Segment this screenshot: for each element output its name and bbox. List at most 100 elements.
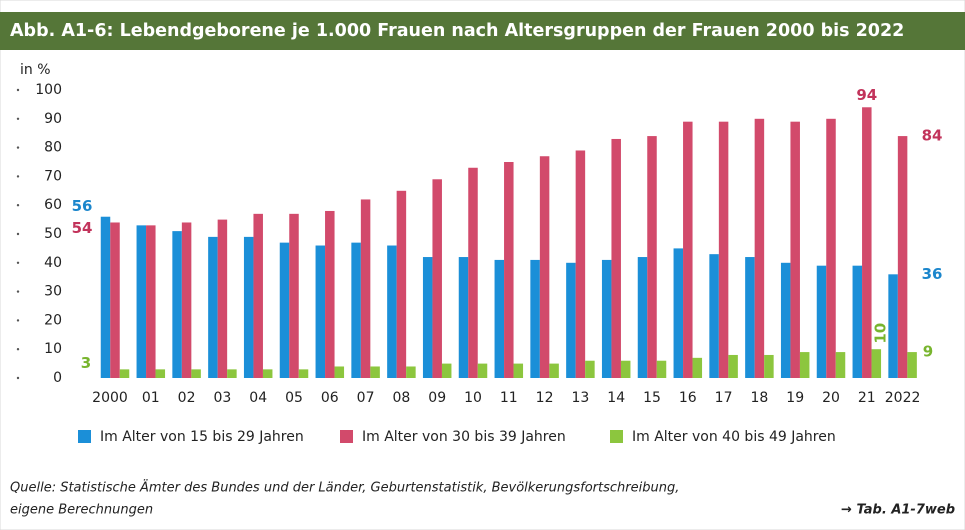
x-tick-label: 2022 — [885, 390, 921, 406]
bar — [360, 199, 371, 378]
bar — [279, 242, 290, 378]
x-tick-label: 13 — [571, 390, 589, 406]
title-bar — [0, 12, 965, 50]
x-tick-label: 17 — [715, 390, 733, 406]
x-tick-label: 16 — [679, 390, 697, 406]
bar — [709, 254, 719, 378]
legend-swatch — [610, 430, 623, 443]
y-tick-label: 50 — [44, 226, 62, 242]
bar — [888, 274, 898, 378]
x-tick-label: 10 — [464, 390, 482, 406]
bar — [728, 354, 738, 378]
x-tick-label: 19 — [786, 390, 804, 406]
tick-mark — [16, 290, 20, 293]
bar — [315, 245, 326, 378]
x-tick-label: 11 — [500, 390, 518, 406]
bar — [172, 231, 182, 378]
legend-label: Im Alter von 15 bis 29 Jahren — [100, 429, 304, 445]
tick-mark — [16, 348, 20, 351]
bar — [764, 354, 774, 378]
bar — [647, 136, 657, 378]
bar — [513, 363, 524, 378]
bar — [146, 225, 156, 378]
bar — [852, 265, 863, 378]
bar — [862, 107, 872, 378]
y-tick-label: 70 — [44, 168, 62, 184]
tick-mark — [16, 88, 20, 92]
data-label: 54 — [72, 219, 93, 237]
x-tick-label: 05 — [285, 390, 303, 406]
x-tick-label: 07 — [357, 390, 375, 406]
tick-mark — [16, 204, 20, 207]
bar — [780, 262, 791, 378]
x-tick-label: 12 — [536, 390, 554, 406]
bar — [504, 162, 514, 378]
tick-mark — [16, 261, 20, 264]
bar — [370, 366, 380, 378]
bar — [217, 219, 228, 378]
source: Quelle: Statistische Ämter des Bundes un… — [10, 480, 679, 496]
y-tick-label: 60 — [44, 197, 62, 213]
bar — [637, 257, 648, 378]
bar — [539, 156, 550, 378]
bar — [468, 167, 478, 378]
bar — [227, 369, 237, 378]
tick-mark — [16, 232, 20, 236]
bar — [100, 216, 111, 378]
bar — [790, 121, 800, 379]
data-label: 84 — [922, 127, 943, 145]
legend-swatch — [78, 430, 91, 443]
bar — [754, 118, 765, 379]
x-tick-label: 08 — [392, 390, 410, 406]
bar — [458, 257, 469, 378]
bar — [585, 360, 595, 378]
bar — [494, 259, 505, 378]
tick-mark — [16, 319, 20, 322]
y-tick-label: 0 — [53, 370, 62, 386]
bar — [575, 150, 586, 378]
y-tick-label: 80 — [44, 140, 62, 156]
x-tick-label: 04 — [249, 390, 267, 406]
bar — [549, 363, 559, 378]
y-axis-label: in % — [20, 62, 51, 78]
bar — [897, 136, 908, 378]
data-label: 56 — [72, 197, 93, 215]
data-label: 10 — [872, 323, 890, 344]
bar — [289, 213, 299, 378]
reference: → Tab. A1-7web — [841, 503, 955, 518]
bar — [601, 259, 612, 378]
y-tick-label: 10 — [44, 341, 62, 357]
bar — [835, 352, 846, 378]
bar — [208, 236, 218, 378]
x-tick-label: 01 — [142, 390, 160, 406]
y-tick-label: 90 — [44, 111, 62, 127]
x-tick-label: 2000 — [92, 390, 128, 406]
bar — [334, 366, 345, 378]
y-tick-label: 100 — [35, 82, 62, 98]
bar — [745, 257, 755, 378]
legend-swatch — [340, 430, 353, 443]
source: eigene Berechnungen — [10, 503, 153, 518]
bar — [406, 366, 416, 378]
legend-label: Im Alter von 40 bis 49 Jahren — [632, 429, 836, 445]
bar — [155, 369, 166, 378]
x-tick-label: 20 — [822, 390, 840, 406]
bar — [253, 213, 263, 378]
bar — [441, 363, 452, 378]
y-tick-label: 30 — [44, 284, 62, 300]
legend-label: Im Alter von 30 bis 39 Jahren — [362, 429, 566, 445]
bar — [262, 369, 273, 378]
bar — [477, 363, 488, 378]
tick-mark — [16, 117, 20, 121]
bar — [325, 210, 335, 378]
bar — [871, 349, 882, 378]
bar — [298, 369, 309, 378]
bar — [396, 190, 407, 378]
x-tick-label: 21 — [858, 390, 876, 406]
bar — [136, 225, 147, 378]
x-tick-label: 06 — [321, 390, 339, 406]
bar — [181, 222, 192, 378]
bar — [683, 121, 693, 379]
bar — [119, 369, 130, 378]
